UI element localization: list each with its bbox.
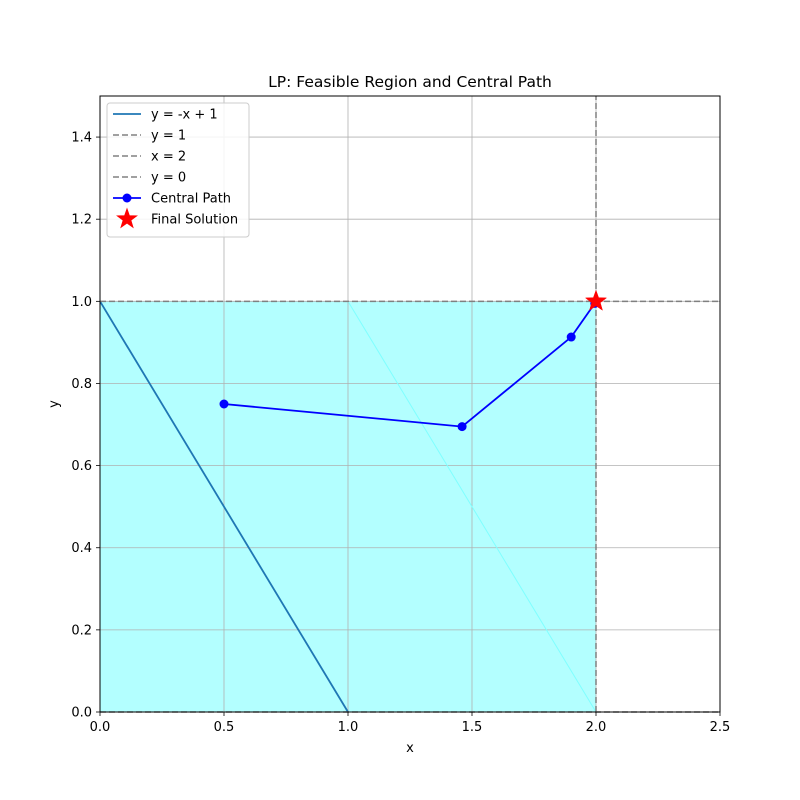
legend: y = -x + 1 y = 1 x = 2 y = 0 Central Path Fin… (106, 102, 250, 238)
chart-title: LP: Feasible Region and Central Path (268, 73, 552, 91)
y-tick-label: 0.6 (71, 459, 92, 474)
x-tick-label: 0.0 (90, 720, 111, 735)
y-tick-label: 1.2 (71, 213, 92, 228)
central-path-point (566, 332, 576, 342)
y-x-1-line (99, 300, 349, 713)
legend-marker-central-path (122, 193, 132, 203)
x-tick-label: 1.5 (462, 720, 483, 735)
x-tick-label: 1.0 (338, 720, 359, 735)
legend-handle-final-solution (116, 207, 138, 229)
legend-label-y-1: y = 1 (151, 129, 186, 144)
faint-constraint-line (347, 301, 597, 713)
y-tick-label: 0.0 (71, 706, 92, 721)
y-tick-label: 0.2 (71, 623, 92, 638)
final-solution-marker (584, 289, 608, 311)
tick-layer: 0.0 0.5 1.0 1.5 2.0 2.5 0.0 0.2 0.4 0.6 0.8 1.0 1.2 1… (71, 131, 730, 735)
y-tick-label: 1.0 (71, 295, 92, 310)
y-tick-label: 0.4 (71, 541, 92, 556)
x-tick-label: 2.5 (710, 720, 731, 735)
legend-label-x-2: x = 2 (151, 150, 186, 165)
central-path-point (219, 399, 229, 409)
x-tick-label: 2.0 (586, 720, 607, 735)
x-axis-label: x (406, 741, 414, 756)
legend-box (106, 102, 250, 238)
y-tick-label: 0.8 (71, 377, 92, 392)
central-path-point (457, 422, 467, 432)
y-tick-label: 1.4 (71, 131, 92, 146)
legend-label-y-x-1: y = -x + 1 (151, 108, 218, 123)
legend-label-central-path: Central Path (151, 192, 231, 207)
legend-label-final-solution: Final Solution (151, 213, 238, 228)
y-axis-label: y (47, 400, 62, 408)
x-tick-label: 0.5 (214, 720, 235, 735)
plot-frame (99, 95, 721, 713)
legend-label-y-0: y = 0 (151, 171, 186, 186)
central-path-line (223, 302, 596, 428)
